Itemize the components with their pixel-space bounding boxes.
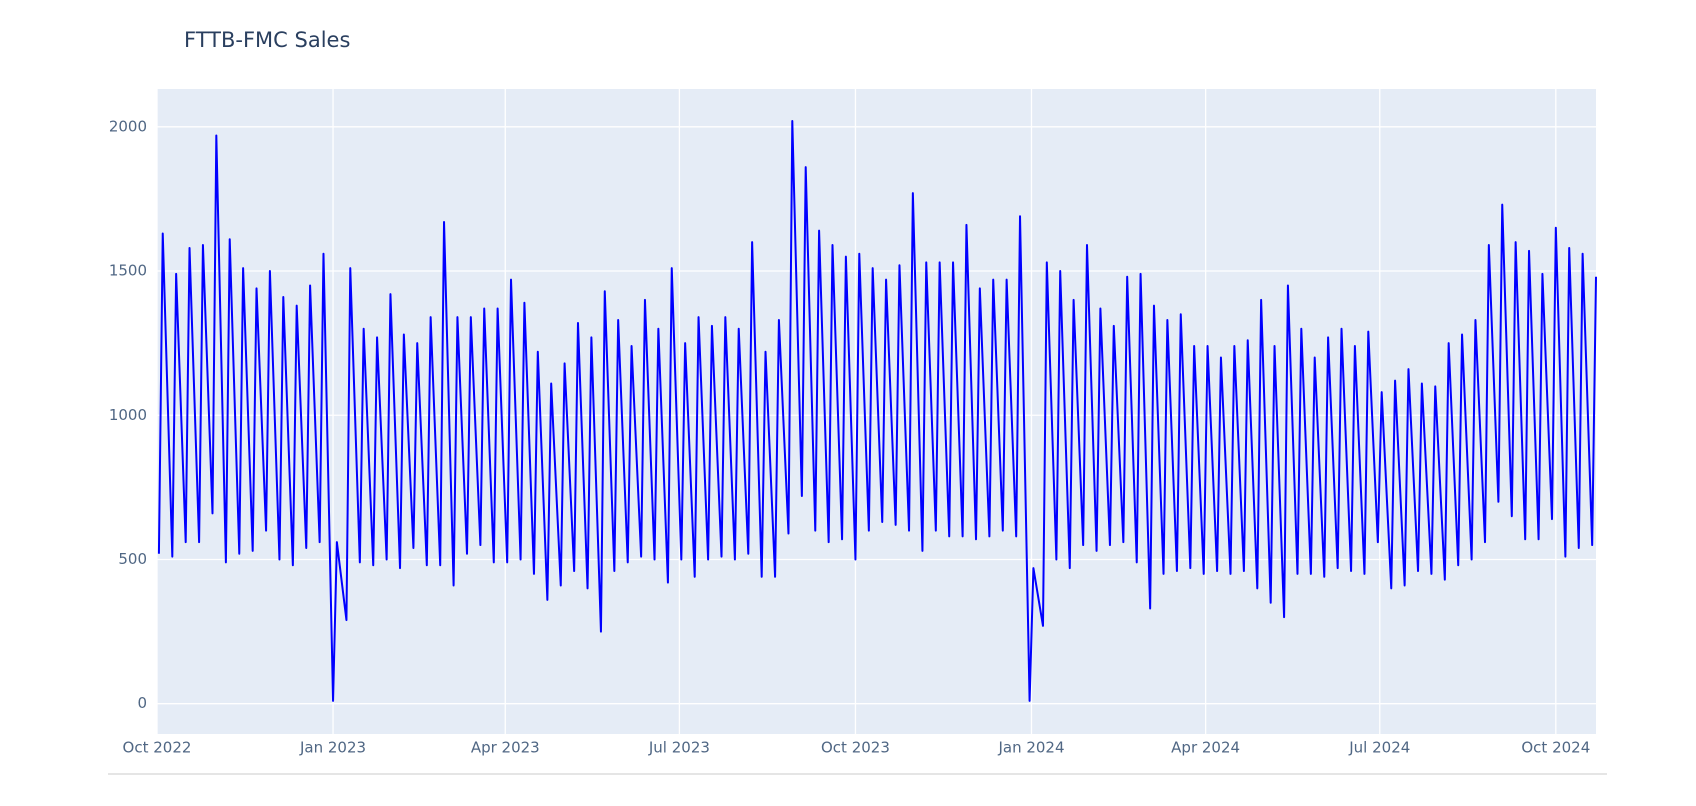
y-tick-label: 1500 <box>109 262 147 280</box>
x-tick-label: Oct 2023 <box>821 739 890 757</box>
x-tick-label: Jan 2024 <box>997 739 1064 757</box>
y-tick-label: 2000 <box>109 117 147 135</box>
x-tick-label: Jan 2023 <box>299 739 366 757</box>
x-tick-label: Jul 2024 <box>1348 739 1410 757</box>
x-tick-label: Apr 2023 <box>471 739 540 757</box>
x-tick-label: Oct 2024 <box>1521 739 1590 757</box>
plot-area <box>157 89 1596 734</box>
x-tick-label: Apr 2024 <box>1171 739 1240 757</box>
x-tick-label: Oct 2022 <box>123 739 192 757</box>
x-tick-label: Jul 2023 <box>648 739 710 757</box>
y-tick-label: 0 <box>137 694 147 712</box>
series-line <box>157 120 1597 702</box>
y-tick-label: 500 <box>118 550 147 568</box>
chart-title: FTTB-FMC Sales <box>184 28 350 52</box>
y-tick-label: 1000 <box>109 406 147 424</box>
